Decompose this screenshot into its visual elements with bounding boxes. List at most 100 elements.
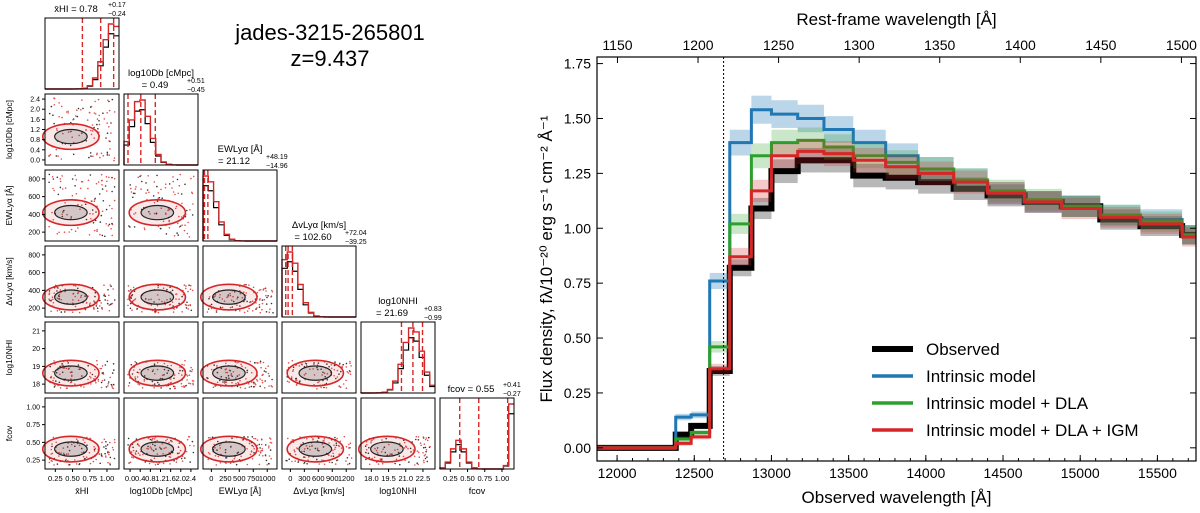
sample-point xyxy=(130,295,133,297)
x-tick-label: 0.75 xyxy=(82,474,97,483)
sample-point xyxy=(184,287,187,290)
y-axis-label: EWLyα [Å] xyxy=(4,185,14,225)
sample-point xyxy=(78,134,80,137)
sample-point xyxy=(151,439,153,441)
sample-point xyxy=(146,189,149,191)
sample-point xyxy=(107,225,110,227)
sample-point xyxy=(271,291,274,293)
sample-point xyxy=(256,439,259,441)
sample-point xyxy=(326,373,329,375)
sample-point xyxy=(52,187,54,190)
sample-point xyxy=(156,368,159,371)
sample-point xyxy=(153,202,156,204)
sample-point xyxy=(51,443,53,445)
sample-point xyxy=(158,196,161,199)
sample-point xyxy=(153,301,155,303)
sample-point xyxy=(336,437,339,440)
sample-point xyxy=(388,443,390,446)
sample-point xyxy=(312,368,314,370)
sample-point xyxy=(166,364,169,367)
sample-point xyxy=(50,300,52,302)
sample-point xyxy=(163,447,165,450)
sample-point xyxy=(68,449,71,452)
contour-outer xyxy=(41,283,100,311)
sample-point xyxy=(58,381,61,384)
sample-point xyxy=(159,227,162,230)
sample-point xyxy=(164,212,167,214)
x-tick-label: 0.50 xyxy=(65,474,80,483)
sample-point xyxy=(336,369,339,372)
sample-point xyxy=(303,374,306,376)
spectrum-plot: 12000 12500 13000 13500 14000 14500 15000 15500… xyxy=(537,10,1197,507)
sample-point xyxy=(98,120,100,122)
sample-point xyxy=(295,379,297,382)
sample-point xyxy=(190,366,192,369)
sample-point xyxy=(429,445,431,448)
sample-point xyxy=(161,443,163,445)
sample-point xyxy=(110,285,112,288)
sample-point xyxy=(53,292,55,295)
sample-point xyxy=(101,184,103,186)
legend-label: Intrinsic model + DLA xyxy=(926,394,1089,413)
sample-point xyxy=(90,133,93,136)
y-tick-label: 0.0 xyxy=(30,157,40,164)
sample-point xyxy=(52,219,55,221)
sample-point xyxy=(52,379,54,382)
sample-point xyxy=(189,288,192,291)
sample-point xyxy=(262,373,264,376)
sample-point xyxy=(129,302,132,305)
sample-point xyxy=(422,452,424,454)
sample-point xyxy=(267,295,269,297)
sample-point xyxy=(188,284,190,287)
sample-point xyxy=(174,387,177,390)
sample-point xyxy=(239,305,241,307)
sample-point xyxy=(50,310,52,313)
sample-point xyxy=(302,442,304,444)
sample-point xyxy=(55,148,58,151)
sample-point xyxy=(89,372,92,374)
sample-point xyxy=(113,186,116,188)
sample-point xyxy=(166,288,168,291)
sample-point xyxy=(105,445,107,447)
sample-point xyxy=(101,365,104,367)
sample-point xyxy=(332,449,334,452)
sample-point xyxy=(169,286,171,289)
contour-inner xyxy=(370,441,404,457)
sample-point xyxy=(64,290,66,293)
sample-point xyxy=(268,445,270,447)
x2-tick-label: 1200 xyxy=(682,37,713,53)
sample-point xyxy=(239,292,242,295)
upper-error: +0.83 xyxy=(424,306,442,313)
sample-point xyxy=(267,365,270,367)
sample-point xyxy=(413,455,416,458)
parameter-summary: = 21.12 xyxy=(218,156,250,167)
sample-point xyxy=(343,435,346,438)
sample-point xyxy=(102,112,104,114)
sample-point xyxy=(261,381,264,384)
sample-point xyxy=(422,459,425,462)
sample-point xyxy=(305,364,308,367)
x-axis-label: fcov xyxy=(469,486,486,496)
sample-point xyxy=(264,454,267,456)
sample-point xyxy=(134,192,136,195)
y-tick-label: 0.75 xyxy=(26,422,40,429)
sample-point xyxy=(113,157,116,159)
y-tick-label: 1.25 xyxy=(564,165,591,181)
contour-outer xyxy=(41,123,100,151)
sample-point xyxy=(133,226,136,228)
sample-point xyxy=(191,192,194,195)
sample-point xyxy=(208,296,211,298)
sample-point xyxy=(132,286,135,289)
sample-point xyxy=(77,291,80,294)
sample-point xyxy=(96,307,99,310)
sample-point xyxy=(154,444,156,447)
y-axis-label: log10NHI xyxy=(4,340,14,375)
sample-point xyxy=(303,450,306,453)
sample-point xyxy=(300,363,303,365)
sample-point xyxy=(67,380,70,383)
sample-point xyxy=(207,308,210,310)
sample-point xyxy=(106,360,109,363)
sample-point xyxy=(265,303,268,305)
sample-point xyxy=(330,364,333,366)
sample-point xyxy=(395,458,398,461)
